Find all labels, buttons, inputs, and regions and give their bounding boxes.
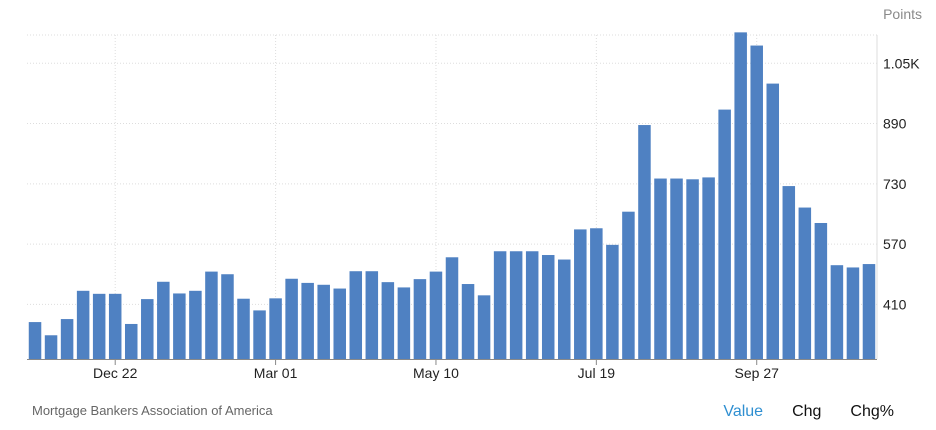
bar: [445, 257, 459, 359]
bar: [558, 259, 571, 359]
bar: [60, 319, 74, 359]
x-tick-label: May 10: [413, 365, 459, 381]
y-axis: 410 570 730 890 1.05K: [883, 55, 920, 312]
bar: [285, 278, 298, 359]
bar: [670, 178, 683, 359]
bar: [702, 177, 715, 359]
bar: [734, 32, 747, 359]
chart-view-tabs: Value Chg Chg%: [723, 403, 894, 421]
bar: [814, 222, 828, 359]
bar: [301, 282, 314, 359]
bar: [846, 267, 860, 359]
bar: [269, 298, 282, 359]
data-source-label: Mortgage Bankers Association of America: [32, 403, 273, 418]
y-tick-label: 410: [883, 296, 907, 312]
bar: [493, 251, 507, 359]
y-tick-label: 1.05K: [883, 55, 920, 71]
x-tick-label: Jul 19: [578, 365, 616, 381]
bar: [718, 109, 731, 359]
bar: [477, 295, 491, 359]
bar: [28, 322, 42, 359]
bar: [750, 45, 763, 360]
bar: [108, 293, 122, 359]
bar: [221, 274, 234, 359]
bar: [574, 229, 587, 359]
y-tick-label: 730: [883, 176, 907, 192]
bar: [317, 284, 330, 359]
x-axis: Dec 22 Mar 01 May 10 Jul 19 Sep 27: [27, 359, 877, 381]
bar: [253, 310, 266, 359]
bar: [590, 228, 603, 359]
x-tick-label: Dec 22: [93, 365, 138, 381]
y-tick-label: 890: [883, 116, 907, 132]
x-tick-label: Sep 27: [735, 365, 780, 381]
bar: [654, 178, 667, 359]
bar: [141, 299, 154, 359]
bar: [622, 211, 635, 359]
bar: [205, 271, 218, 359]
bar: [44, 335, 58, 359]
bar: [365, 271, 379, 359]
bar: [638, 125, 651, 359]
bar: [189, 290, 202, 359]
bar: [862, 264, 876, 359]
bar: [413, 279, 427, 359]
bar: [782, 186, 796, 359]
bar: [830, 265, 844, 359]
bar: [124, 323, 138, 359]
chart-bars: [28, 32, 876, 360]
bar: [381, 282, 395, 359]
bar: [541, 255, 555, 359]
bar: [92, 293, 106, 359]
tab-chg-percent[interactable]: Chg%: [850, 403, 894, 420]
bar: [525, 251, 539, 359]
bar: [76, 290, 90, 359]
bar: [461, 284, 475, 359]
bar: [397, 287, 411, 359]
y-tick-label: 570: [883, 236, 907, 252]
tab-chg[interactable]: Chg: [792, 403, 822, 420]
bar: [798, 207, 812, 359]
bar: [333, 288, 346, 359]
x-tick-label: Mar 01: [254, 365, 298, 381]
bar: [237, 298, 250, 359]
bar: [429, 271, 443, 359]
bar: [157, 281, 170, 359]
bar-chart: Dec 22 Mar 01 May 10 Jul 19 Sep 27 410 570 730…: [27, 32, 920, 381]
bar: [173, 293, 186, 359]
bar: [686, 179, 699, 359]
y-axis-unit-label: Points: [883, 6, 922, 22]
tab-value[interactable]: Value: [723, 403, 764, 420]
bar: [606, 244, 619, 359]
bar: [766, 83, 780, 359]
bar: [509, 251, 523, 359]
bar: [349, 271, 363, 359]
